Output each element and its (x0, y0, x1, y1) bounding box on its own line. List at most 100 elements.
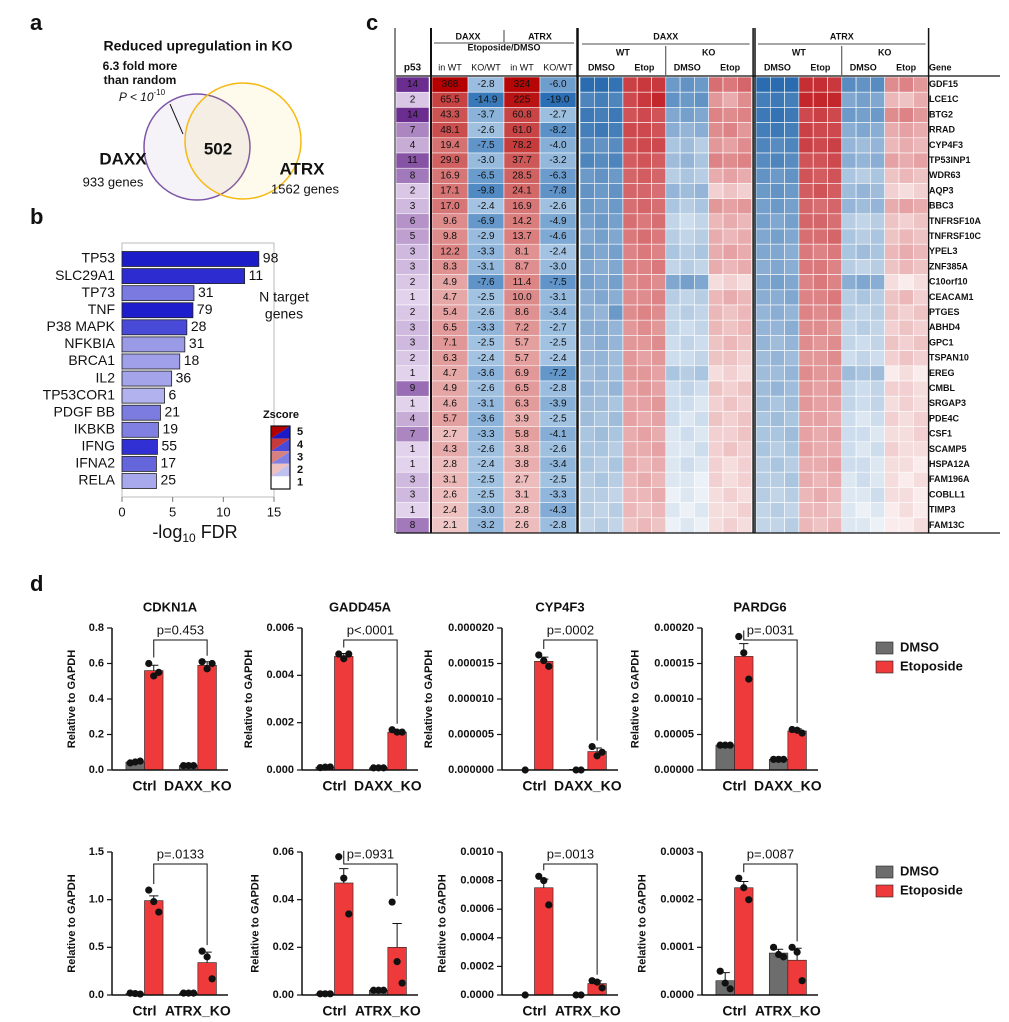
y-tick-label: 0.000 (266, 764, 294, 776)
heatmap-cell (812, 502, 828, 519)
heatmap-cell (736, 167, 752, 184)
cell-label: 11.4 (513, 277, 532, 288)
heatmap-cell (736, 365, 752, 382)
heatmap-cell (651, 411, 667, 427)
heatmap-cell (855, 289, 871, 306)
heatmap-cell (579, 395, 595, 412)
heatmap-cell (665, 198, 681, 215)
cell-label: -2.6 (549, 444, 567, 455)
heatmap-cell (798, 502, 814, 519)
y-tick-label: 0.000015 (448, 657, 494, 669)
data-point (150, 672, 158, 680)
y-tick-label: 0.06 (273, 846, 294, 858)
data-point (798, 729, 806, 737)
heatmap-cell (898, 471, 914, 488)
heatmap-cell (636, 243, 652, 260)
y-tick-label: 0.0000 (660, 989, 694, 1001)
heatmap-cell (855, 411, 871, 427)
y-tick-label: 0.0001 (660, 941, 694, 953)
heatmap-cell (855, 335, 871, 351)
heatmap-cell (898, 441, 914, 458)
heatmap-cell (722, 213, 738, 230)
heatmap-cell (665, 441, 681, 458)
heatmap-cell (722, 350, 738, 367)
heatmap-cell (736, 517, 752, 534)
x-tick-label: DAXX_KO (354, 778, 422, 794)
p-value-exponent: -10 (154, 88, 166, 97)
cell-label: 28.5 (512, 170, 532, 181)
y-tick-label: 0.2 (89, 728, 104, 740)
heatmap-cell (755, 319, 771, 336)
heatmap-cell (593, 137, 609, 154)
heatmap-cell (622, 107, 638, 123)
heatmap-cell (622, 426, 638, 443)
heatmap-cell (769, 487, 785, 503)
heatmap-cell (827, 152, 843, 169)
heatmap-cell (841, 426, 857, 443)
cell-label: 5.8 (515, 429, 529, 440)
y-tick-label: 0.00005 (654, 728, 694, 740)
heatmap-cell (841, 152, 857, 169)
cell-label: -3.4 (549, 307, 567, 318)
gene-label: TP53INP1 (929, 155, 971, 165)
gene-label: TNFRSF10C (929, 231, 982, 241)
y-tick-label: 1.0 (89, 894, 104, 906)
cell-label: 3.9 (515, 414, 529, 425)
heatmap-cell (665, 456, 681, 473)
heatmap-cell (708, 304, 724, 321)
heatmap-cell (769, 122, 785, 139)
set-count: 933 genes (83, 174, 144, 189)
heatmap-cell (622, 441, 638, 458)
heatmap-cell (912, 350, 928, 367)
heatmap-cell (708, 198, 724, 215)
heatmap-cell (608, 517, 624, 534)
heatmap-cell (884, 335, 900, 351)
heatmap-cell (708, 107, 724, 123)
heatmap-cell (769, 304, 785, 321)
heatmap-cell (722, 319, 738, 336)
heatmap-cell (898, 228, 914, 245)
column-header: Gene (929, 62, 952, 72)
cell-label: 3.1 (443, 474, 457, 485)
set-name: ATRX (279, 159, 325, 178)
heatmap-cell (798, 517, 814, 534)
heatmap-cell (798, 350, 814, 367)
heatmap-cell (827, 228, 843, 245)
heatmap-cell (884, 274, 900, 291)
heatmap-cell (694, 380, 710, 397)
data-point (721, 979, 729, 987)
heatmap-cell (694, 319, 710, 336)
heatmap-cell (651, 243, 667, 260)
heatmap-cell (870, 456, 886, 473)
heatmap-cell (798, 335, 814, 351)
heatmap-cell (784, 471, 800, 488)
heatmap-cell (651, 365, 667, 382)
heatmap-cell (812, 471, 828, 488)
heatmap-cell (579, 259, 595, 275)
y-tick-label: IKBKB (74, 421, 115, 437)
heatmap-cell (651, 487, 667, 503)
heatmap-cell (622, 152, 638, 169)
heatmap-cell (679, 395, 695, 412)
gene-label: CSF1 (929, 429, 952, 439)
heatmap-cell (708, 395, 724, 412)
heatmap-cell (736, 319, 752, 336)
heatmap-cell (784, 228, 800, 245)
heatmap-cell (694, 411, 710, 427)
heatmap-cell (679, 183, 695, 199)
heatmap-cell (694, 213, 710, 230)
cell-label: 4.6 (443, 398, 457, 409)
heatmap-cell (636, 122, 652, 139)
heatmap-cell (679, 365, 695, 382)
heatmap-cell (736, 183, 752, 199)
x-tick-label: Ctrl (522, 1003, 546, 1019)
bar (121, 404, 161, 421)
heatmap-cell (812, 441, 828, 458)
data-label: 31 (189, 335, 205, 351)
heatmap-cell (736, 441, 752, 458)
y-tick-label: IFNA2 (75, 455, 115, 471)
heatmap-cell (679, 213, 695, 230)
heatmap-cell (784, 487, 800, 503)
heatmap-cell (708, 350, 724, 367)
heatmap-cell (722, 107, 738, 123)
